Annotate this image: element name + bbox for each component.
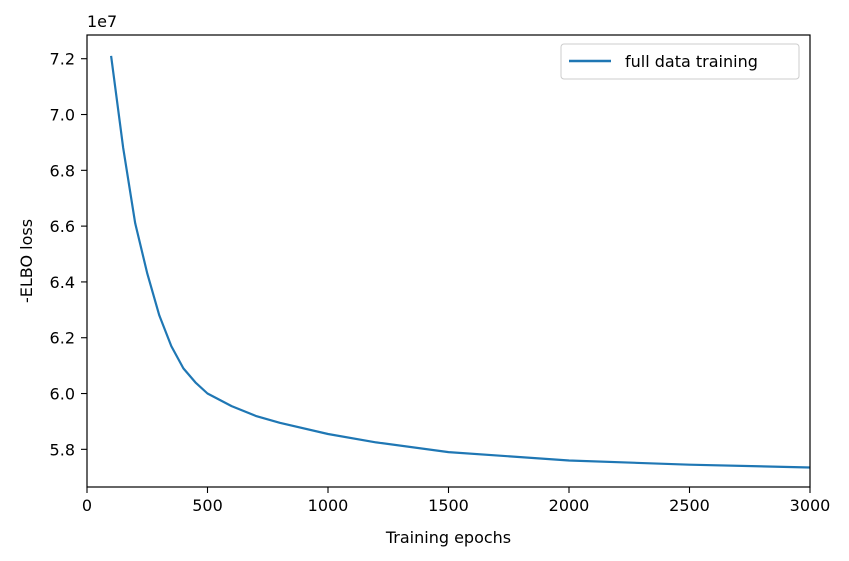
x-tick-label: 1000 [308, 496, 349, 515]
y-tick-label: 6.8 [50, 161, 75, 180]
legend-box [560, 43, 800, 80]
y-tick-label: 5.8 [50, 440, 75, 459]
legend-label: full data training [625, 52, 758, 71]
y-tick-label: 6.0 [50, 385, 75, 404]
axes: 0 500 1000 1500 2000 2500 3000 5.8 6.0 6.2 6.4 6.6 6… [50, 34, 831, 515]
y-tick-label: 6.2 [50, 329, 75, 348]
x-tick-label: 3000 [790, 496, 831, 515]
y-tick-label: 7.0 [50, 106, 75, 125]
x-tick-label: 2500 [669, 496, 710, 515]
y-tick-label: 7.2 [50, 50, 75, 69]
x-tick-label: 0 [82, 496, 92, 515]
plot-area [110, 55, 811, 469]
x-axis-title: Training epochs [385, 528, 511, 547]
series-line-0 [110, 55, 811, 469]
legend: full data training [560, 43, 800, 80]
x-tick-label: 2000 [549, 496, 590, 515]
x-tick-label: 500 [192, 496, 223, 515]
y-tick-label: 6.4 [50, 273, 75, 292]
y-offset-label: 1e7 [87, 12, 117, 31]
y-tick-label: 6.6 [50, 217, 75, 236]
y-axis-title: -ELBO loss [17, 219, 36, 303]
x-tick-label: 1500 [428, 496, 469, 515]
